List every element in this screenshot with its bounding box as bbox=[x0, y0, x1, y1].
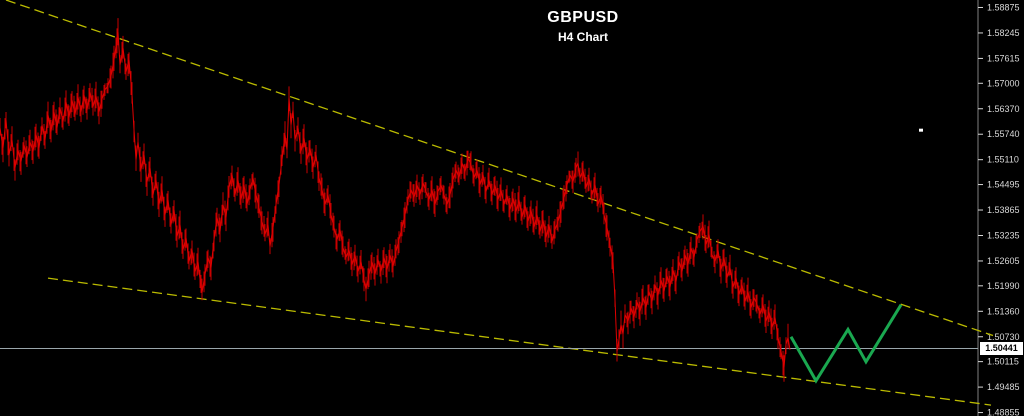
axis-label: 1.50730 bbox=[987, 332, 1020, 342]
axis-label: 1.51360 bbox=[987, 306, 1020, 316]
trendline-upper[interactable] bbox=[5, 0, 994, 337]
axis-label: 1.58875 bbox=[987, 2, 1020, 12]
axis-label: 1.56370 bbox=[987, 104, 1020, 114]
axis-label: 1.55110 bbox=[987, 155, 1019, 165]
price-series-red-line bbox=[0, 31, 791, 368]
axis-label: 1.53865 bbox=[987, 205, 1020, 215]
chart-timeframe-subtitle: H4 Chart bbox=[557, 30, 609, 44]
price-series-red-bars bbox=[0, 18, 789, 382]
axis-label: 1.57000 bbox=[987, 78, 1020, 88]
axis-label: 1.54495 bbox=[987, 180, 1020, 190]
axis-label: 1.50115 bbox=[987, 357, 1019, 367]
axis-label: 1.57615 bbox=[987, 53, 1020, 63]
marker-dot bbox=[919, 128, 923, 132]
axis-label: 1.51990 bbox=[987, 281, 1020, 291]
axis-label: 1.52605 bbox=[987, 256, 1020, 266]
axis-label: 1.58245 bbox=[987, 28, 1020, 38]
current-price-box: 1.50441 bbox=[980, 342, 1023, 355]
trendline-lower[interactable] bbox=[47, 277, 992, 406]
axis-label: 1.53235 bbox=[987, 230, 1020, 240]
chart-symbol-title: GBPUSD bbox=[547, 9, 619, 26]
projection-line-green[interactable] bbox=[789, 304, 903, 384]
axis-label: 1.55740 bbox=[987, 129, 1020, 139]
axis-label: 1.48855 bbox=[987, 408, 1020, 416]
axis-label: 1.49485 bbox=[987, 382, 1020, 392]
